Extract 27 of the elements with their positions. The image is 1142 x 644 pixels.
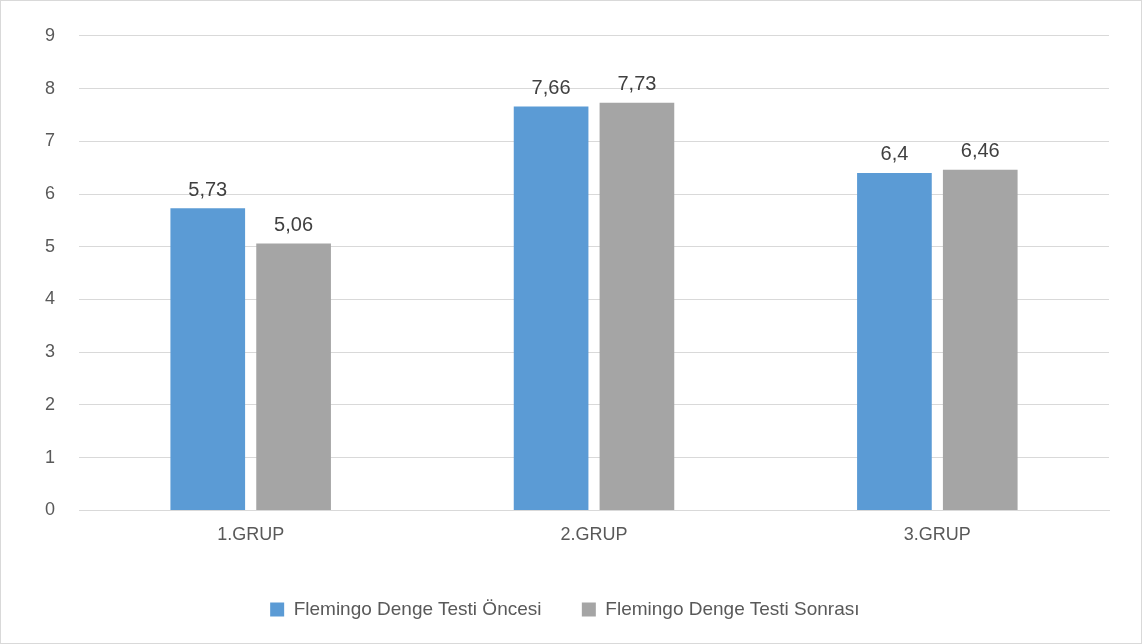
data-label: 7,66 bbox=[531, 75, 571, 98]
y-tick-label: 0 bbox=[45, 499, 56, 520]
legend-label: Flemingo Denge Testi Sonrası bbox=[605, 597, 860, 619]
y-tick-label: 9 bbox=[45, 24, 56, 45]
x-tick-label: 2.GRUP bbox=[560, 524, 628, 545]
y-tick-label: 5 bbox=[45, 235, 56, 256]
data-label: 6,4 bbox=[880, 142, 909, 165]
y-tick-label: 1 bbox=[45, 446, 56, 467]
data-label: 5,73 bbox=[188, 177, 228, 200]
bar bbox=[857, 172, 932, 510]
bar bbox=[942, 169, 1018, 510]
legend-label: Flemingo Denge Testi Öncesi bbox=[293, 597, 542, 619]
y-tick-label: 8 bbox=[45, 77, 56, 98]
y-tick-label: 7 bbox=[45, 130, 56, 151]
y-tick-label: 6 bbox=[45, 182, 56, 203]
y-tick-label: 3 bbox=[45, 341, 56, 362]
y-tick-label: 4 bbox=[45, 288, 56, 309]
data-label: 7,73 bbox=[617, 72, 657, 95]
data-label: 6,46 bbox=[960, 139, 1000, 162]
bar bbox=[599, 102, 675, 510]
bar bbox=[256, 243, 331, 510]
y-tick-label: 2 bbox=[45, 393, 56, 414]
data-label: 5,06 bbox=[274, 213, 314, 236]
x-tick-label: 3.GRUP bbox=[903, 524, 971, 545]
bar bbox=[170, 208, 246, 510]
bar bbox=[513, 106, 589, 510]
x-tick-label: 1.GRUP bbox=[217, 524, 285, 545]
